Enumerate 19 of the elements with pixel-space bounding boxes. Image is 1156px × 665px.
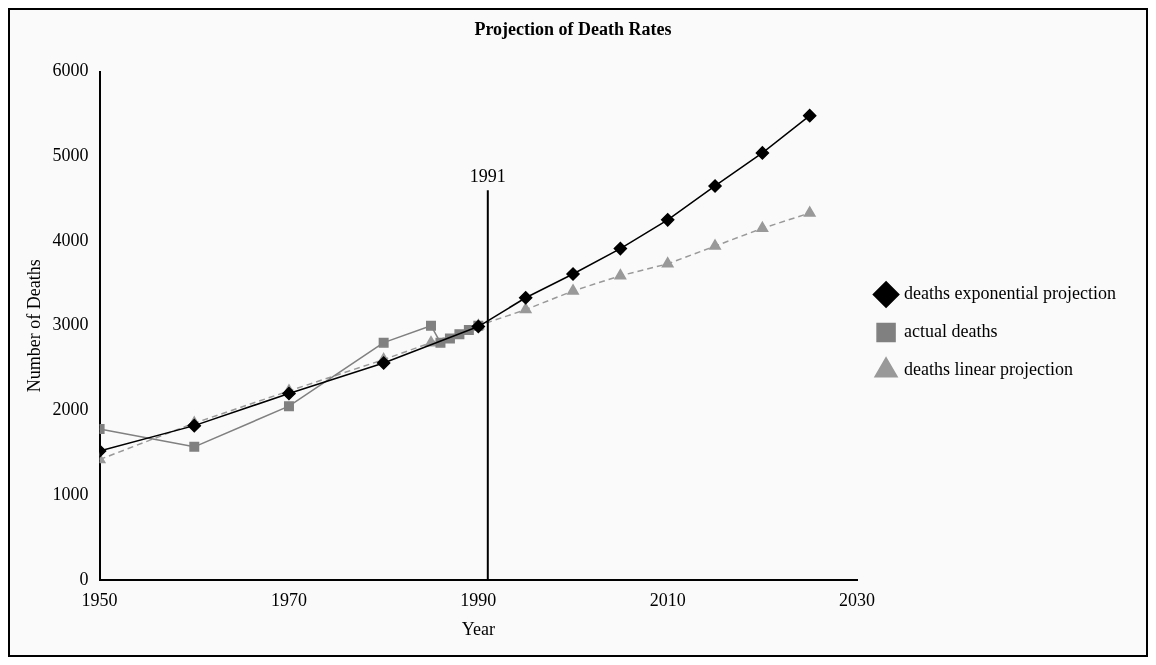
y-tick-label: 6000: [52, 60, 89, 81]
ref-line-label: 1991: [469, 165, 506, 186]
y-tick-label: 4000: [52, 229, 89, 250]
chart-title: Projection of Death Rates: [474, 19, 672, 40]
legend-label: actual deaths: [904, 321, 998, 342]
y-axis-title: Number of Deaths: [23, 259, 44, 393]
y-tick-label: 2000: [52, 399, 89, 420]
x-tick-label: 2010: [649, 590, 686, 611]
y-tick-label: 0: [79, 568, 89, 589]
x-tick-label: 1990: [460, 590, 497, 611]
x-axis-title: Year: [461, 618, 495, 639]
x-tick-label: 2030: [839, 590, 876, 611]
x-tick-label: 1970: [270, 590, 307, 611]
legend-label: deaths linear projection: [904, 359, 1074, 380]
y-tick-label: 1000: [52, 483, 89, 504]
x-tick-label: 1950: [81, 590, 118, 611]
legend-label: deaths exponential projection: [904, 283, 1117, 304]
y-tick-label: 5000: [52, 145, 89, 166]
y-tick-label: 3000: [52, 314, 89, 335]
